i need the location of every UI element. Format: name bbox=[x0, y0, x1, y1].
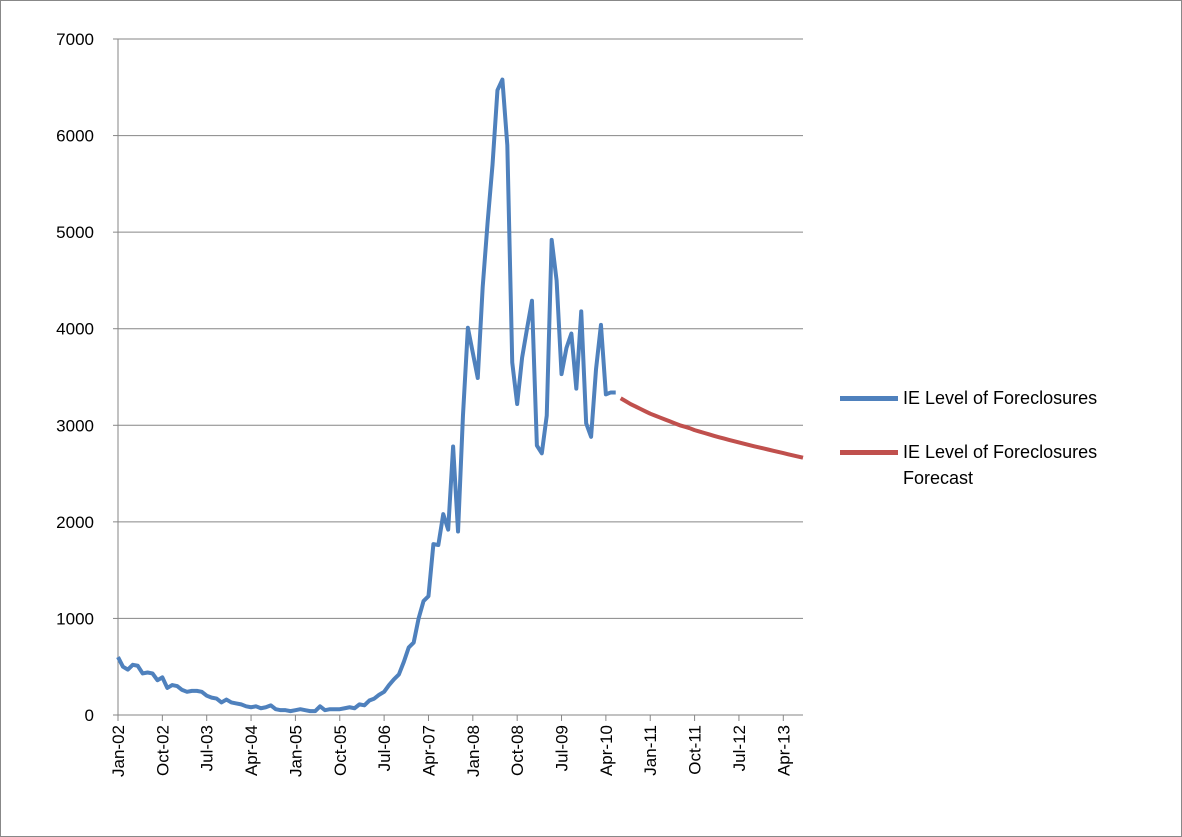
y-tick-label: 1000 bbox=[56, 609, 94, 628]
y-tick-label: 4000 bbox=[56, 320, 94, 339]
x-tick-label: Oct-11 bbox=[686, 725, 705, 775]
legend-label: IE Level of Foreclosures bbox=[903, 388, 1098, 408]
legend-label: IE Level of Foreclosures Forecast bbox=[903, 442, 1098, 488]
x-tick-label: Oct-08 bbox=[508, 725, 527, 776]
x-tick-label: Apr-07 bbox=[419, 725, 438, 776]
x-tick-label: Jan-11 bbox=[641, 725, 660, 776]
x-tick-label: Apr-13 bbox=[774, 725, 793, 776]
legend-swatch bbox=[840, 450, 898, 455]
y-tick-label: 7000 bbox=[56, 30, 94, 49]
x-tick-label: Jan-08 bbox=[464, 725, 483, 777]
x-tick-label: Jul-12 bbox=[730, 725, 749, 771]
y-tick-label: 2000 bbox=[56, 513, 94, 532]
x-tick-label: Oct-02 bbox=[153, 725, 172, 776]
legend-item: IE Level of Foreclosures bbox=[840, 385, 1170, 411]
x-tick-label: Jan-05 bbox=[286, 725, 305, 777]
x-tick-label: Jul-03 bbox=[198, 725, 217, 771]
x-tick-label: Apr-10 bbox=[597, 725, 616, 776]
y-tick-label: 3000 bbox=[56, 416, 94, 435]
series-line bbox=[116, 77, 616, 714]
y-tick-label: 6000 bbox=[56, 127, 94, 146]
x-tick-label: Apr-04 bbox=[242, 725, 261, 776]
x-tick-label: Oct-05 bbox=[331, 725, 350, 776]
y-tick-label: 0 bbox=[85, 706, 94, 725]
legend-item: IE Level of Foreclosures Forecast bbox=[840, 439, 1170, 491]
legend-swatch bbox=[840, 396, 898, 401]
x-tick-label: Jan-02 bbox=[109, 725, 128, 777]
x-tick-label: Jul-09 bbox=[553, 725, 572, 771]
series-line bbox=[619, 396, 804, 460]
x-tick-label: Jul-06 bbox=[375, 725, 394, 771]
y-tick-label: 5000 bbox=[56, 223, 94, 242]
